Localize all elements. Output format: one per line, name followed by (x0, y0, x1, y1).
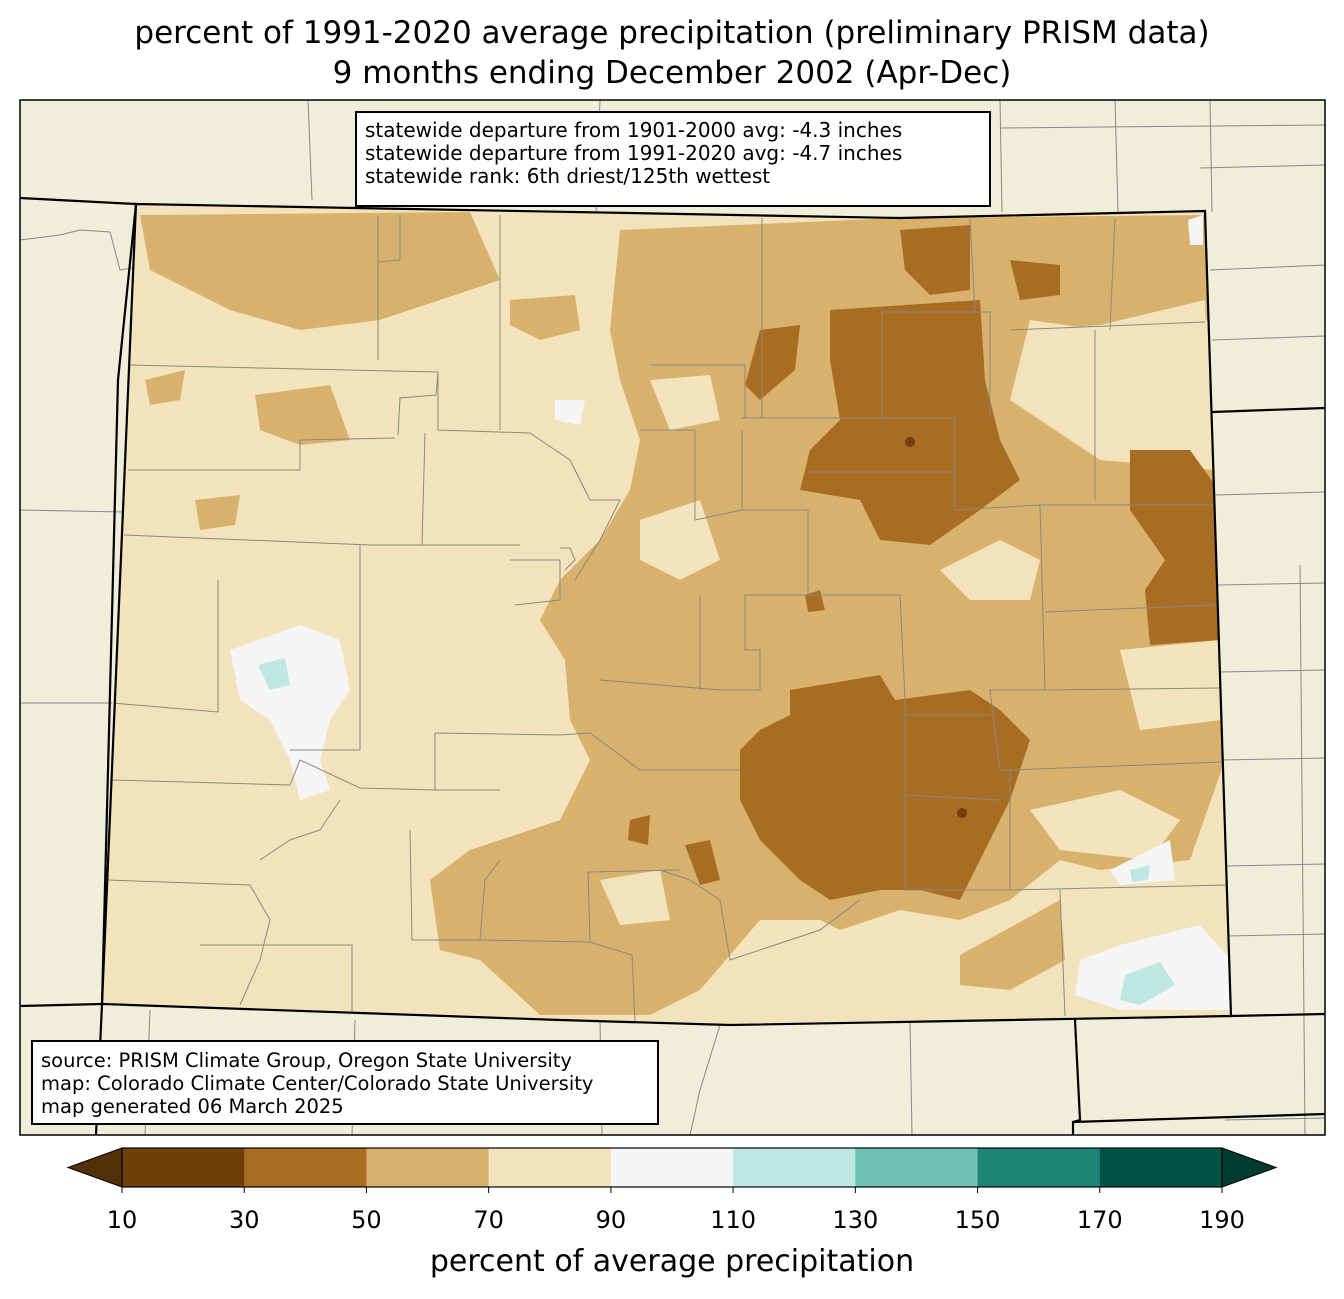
departure-1901-2000: statewide departure from 1901-2000 avg: … (365, 118, 903, 142)
colorbar-label: percent of average precipitation (429, 1244, 915, 1279)
colorbar-tick-label: 150 (954, 1206, 1001, 1234)
colorbar-segment (977, 1148, 1101, 1187)
colorbar-tick-label: 190 (1199, 1206, 1245, 1234)
departure-1991-2020: statewide departure from 1991-2020 avg: … (365, 141, 903, 165)
colorbar-tick-label: 70 (473, 1206, 504, 1234)
colorado-boundary (100, 202, 1233, 1027)
colorbar-segment (488, 1148, 612, 1187)
map-subtitle: 9 months ending December 2002 (Apr-Dec) (332, 55, 1012, 91)
colorbar-over-arrow (1221, 1147, 1278, 1188)
colorbar-segment (366, 1148, 490, 1187)
colorbar-tick-label: 90 (595, 1206, 627, 1234)
colorbar-under-arrow (66, 1147, 123, 1188)
colorbar-tick-label: 30 (228, 1206, 260, 1234)
source-box: source: PRISM Climate Group, Oregon Stat… (31, 1040, 659, 1125)
colorbar-segment (1099, 1148, 1223, 1187)
map-generated-line: map generated 06 March 2025 (41, 1095, 344, 1118)
colorbar-segment (610, 1148, 734, 1187)
map-title: percent of 1991-2020 average precipitati… (134, 15, 1210, 51)
colorbar-segment (733, 1148, 856, 1187)
colorbar-tick-label: 10 (106, 1206, 138, 1234)
colorbar-tick-label: 110 (710, 1206, 757, 1234)
colorbar-segment (122, 1148, 245, 1187)
colorbar-tick-label: 130 (832, 1206, 879, 1234)
colorbar-tick-label: 50 (351, 1206, 382, 1234)
statewide-rank: statewide rank: 6th driest/125th wettest (365, 164, 771, 188)
map-credit-line: map: Colorado Climate Center/Colorado St… (41, 1072, 594, 1095)
colorbar-tick-label: 170 (1076, 1206, 1123, 1234)
source-line: source: PRISM Climate Group, Oregon Stat… (41, 1049, 572, 1072)
colorbar-segment (855, 1148, 979, 1187)
colorbar-segment (244, 1148, 367, 1187)
statewide-stats-box: statewide departure from 1901-2000 avg: … (355, 111, 991, 207)
